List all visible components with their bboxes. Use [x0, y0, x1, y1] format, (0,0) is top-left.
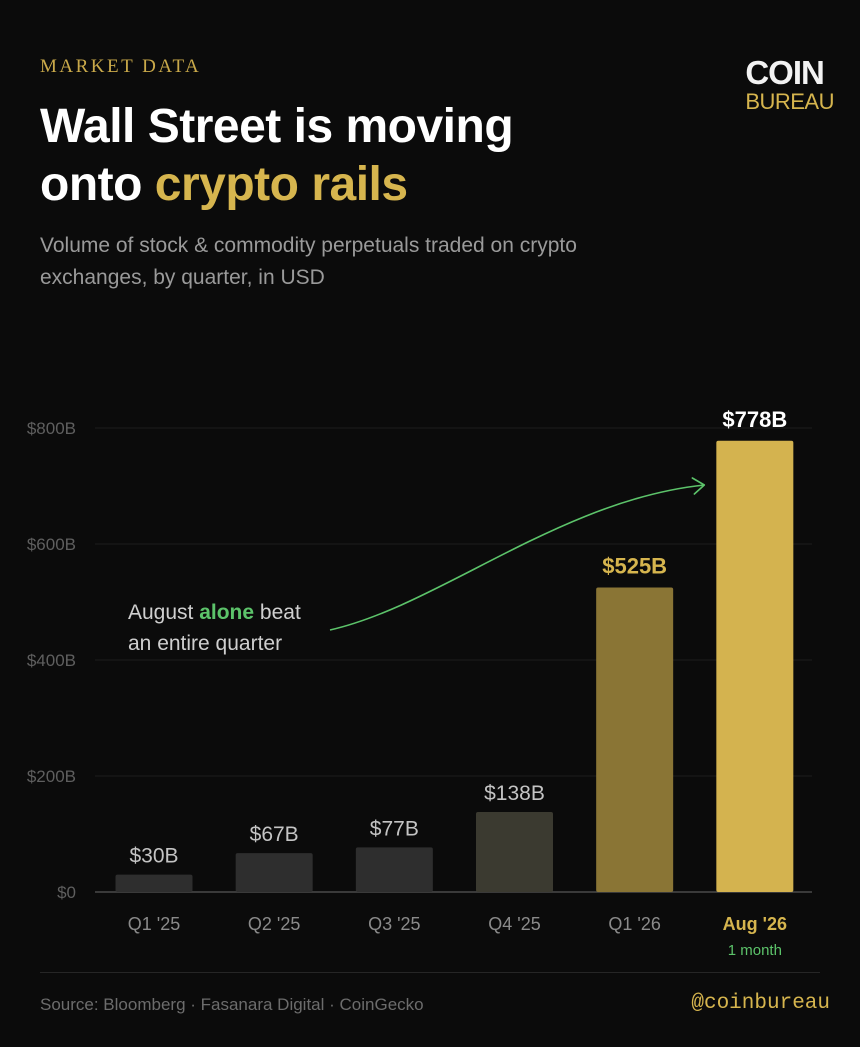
bar-value-label: $525B [602, 554, 667, 579]
bar [355, 847, 433, 892]
bar-layer [115, 440, 794, 892]
annotation-highlight: alone [199, 601, 254, 624]
bar-chart: $0 $200B $400B $600B $800B $30B Q1 '25 $67B Q2 '… [27, 407, 812, 959]
bar-value-label: $67B [250, 823, 299, 846]
bar [235, 853, 313, 892]
annotation-line1: August alone beat [128, 601, 301, 624]
x-tick-label: Q1 '26 [608, 914, 660, 934]
category-note: 1 month [728, 942, 782, 959]
annotation-arrow-line [329, 484, 705, 631]
annotation-text-before: August [128, 601, 199, 624]
annotation-line2: an entire quarter [128, 632, 282, 655]
y-tick-label: $200B [27, 767, 76, 786]
x-tick-label: Q4 '25 [488, 914, 540, 934]
y-tick-label: $400B [27, 651, 76, 670]
x-tick-label: Q3 '25 [368, 914, 420, 934]
bar-value-label: $30B [129, 845, 178, 868]
bar [716, 440, 794, 892]
source-note: Source: Bloomberg · Fasanara Digital · C… [40, 995, 424, 1014]
y-tick-label: $800B [27, 419, 76, 438]
grid-layer [95, 427, 812, 893]
coin-bureau-logo: COIN BUREAU [745, 56, 834, 113]
bar-value-label: $138B [484, 782, 545, 805]
x-tick-label: Aug '26 [723, 914, 787, 934]
x-tick-label: Q2 '25 [248, 914, 300, 934]
headline: Wall Street is moving onto crypto rails [40, 98, 514, 214]
x-tick-label: Q1 '25 [128, 914, 180, 934]
y-tick-label: $600B [27, 535, 76, 554]
annotation-text-after: beat [254, 601, 301, 624]
headline-line2-accent: crypto rails [154, 158, 408, 211]
footer-divider [40, 972, 820, 973]
logo-line1: COIN [745, 54, 824, 91]
headline-line1: Wall Street is moving [40, 100, 514, 153]
headline-line2-plain: onto [40, 158, 155, 211]
bar-value-label: $77B [370, 817, 419, 840]
eyebrow-label: MARKET DATA [40, 56, 202, 77]
logo-line2: BUREAU [745, 89, 834, 114]
social-handle: @coinbureau [691, 992, 830, 1015]
label-layer: $0 $200B $400B $600B $800B $30B Q1 '25 $67B Q2 '… [27, 407, 787, 959]
bar [115, 874, 193, 892]
chart-subtitle: Volume of stock & commodity perpetuals t… [40, 234, 577, 289]
annotation-arrowhead-icon [691, 477, 706, 495]
y-tick-label: $0 [57, 883, 76, 902]
bar [596, 587, 674, 892]
bar-value-label: $778B [722, 407, 787, 432]
annotation-layer: August alone beat an entire quarter [128, 477, 706, 655]
bar [476, 811, 553, 892]
